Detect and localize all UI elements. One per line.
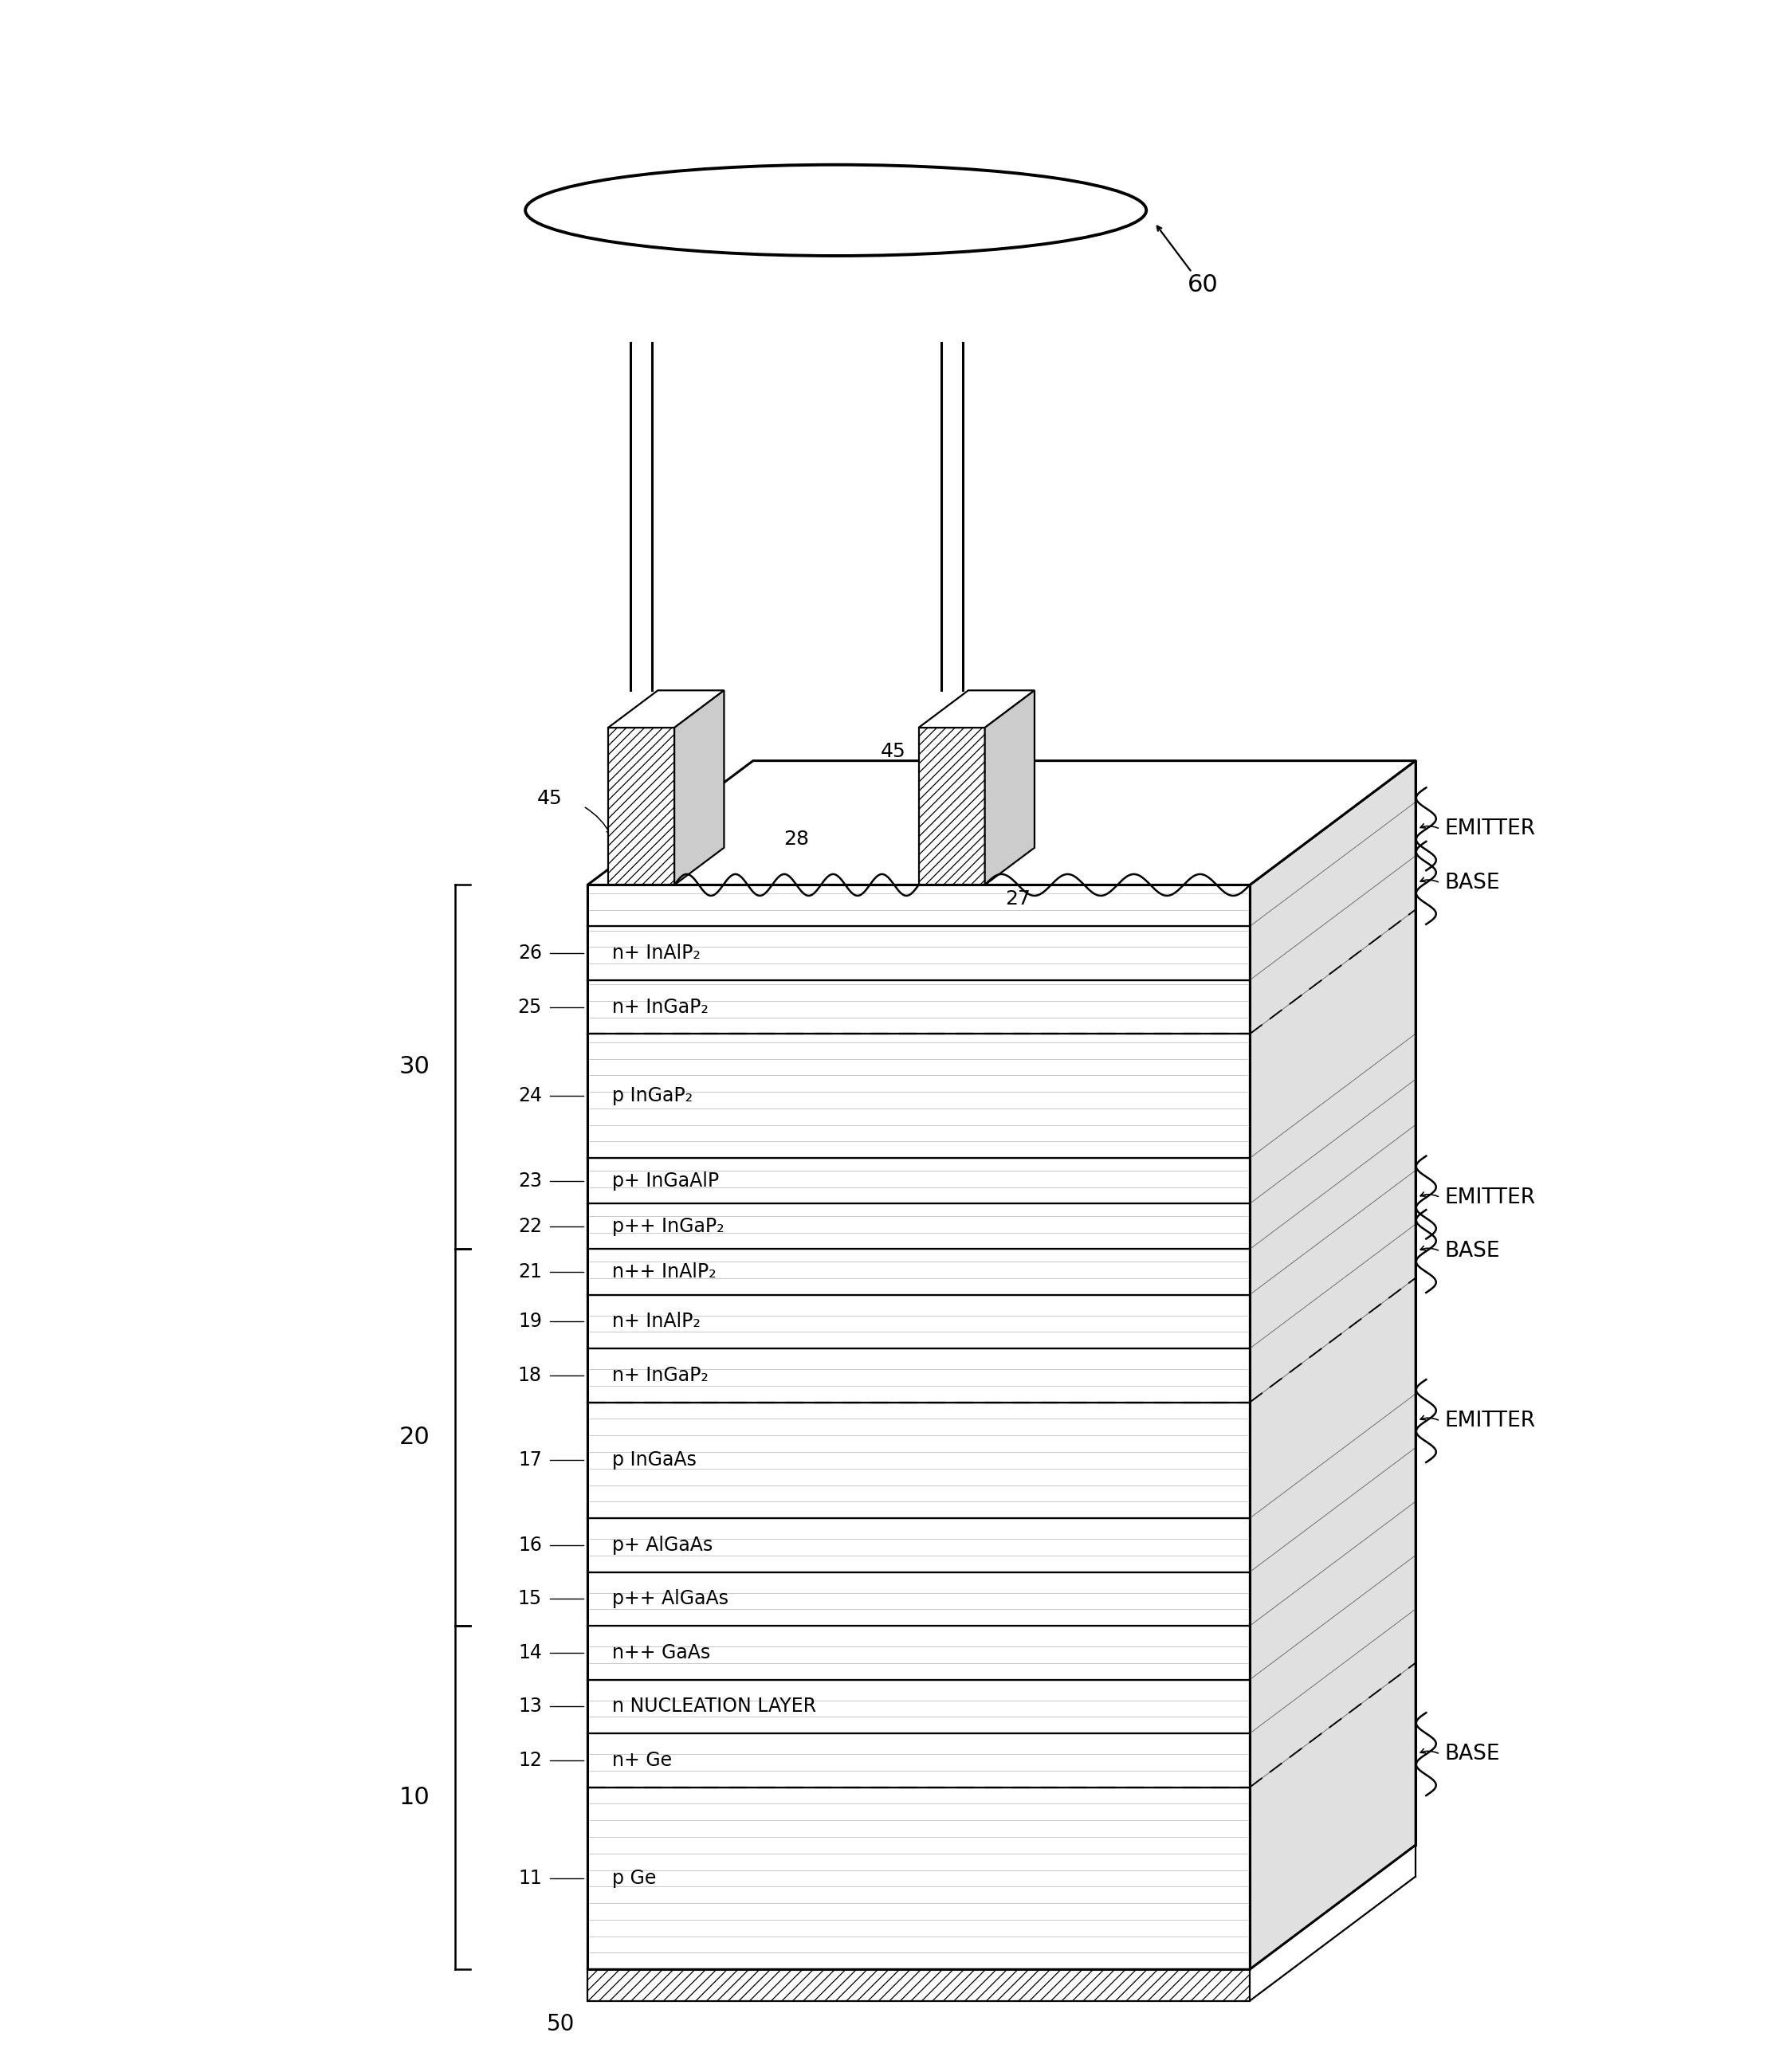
Text: EMITTER: EMITTER <box>1445 1187 1535 1208</box>
Bar <box>588 1349 1250 1403</box>
Bar <box>588 1734 1250 1788</box>
Text: n++ InAlP₂: n++ InAlP₂ <box>613 1262 717 1280</box>
Text: 11: 11 <box>519 1869 542 1888</box>
Polygon shape <box>1250 760 1415 1968</box>
Bar <box>588 1295 1250 1349</box>
Bar <box>588 1204 1250 1249</box>
Text: n++ GaAs: n++ GaAs <box>613 1643 710 1662</box>
Bar <box>588 926 1250 980</box>
Text: 20: 20 <box>398 1426 430 1448</box>
Text: 45: 45 <box>537 789 563 808</box>
Text: n+ InAlP₂: n+ InAlP₂ <box>613 943 701 963</box>
Text: n+ Ge: n+ Ge <box>613 1751 673 1769</box>
Text: BASE: BASE <box>1445 1745 1500 1765</box>
Text: 60: 60 <box>1188 274 1218 296</box>
Polygon shape <box>675 690 724 885</box>
Text: 14: 14 <box>519 1643 542 1662</box>
Text: p++ AlGaAs: p++ AlGaAs <box>613 1589 728 1608</box>
Text: n+ InGaP₂: n+ InGaP₂ <box>613 997 708 1017</box>
Bar <box>588 1034 1250 1158</box>
Text: 45: 45 <box>880 742 907 760</box>
Polygon shape <box>919 690 1034 727</box>
Text: 24: 24 <box>517 1086 542 1106</box>
Bar <box>588 1680 1250 1734</box>
Text: p+ InGaAlP: p+ InGaAlP <box>613 1171 719 1191</box>
Text: 27: 27 <box>1006 889 1031 908</box>
Text: 23: 23 <box>517 1171 542 1191</box>
Text: p InGaP₂: p InGaP₂ <box>613 1086 692 1106</box>
Ellipse shape <box>526 166 1146 255</box>
Polygon shape <box>607 727 675 885</box>
Text: 50: 50 <box>547 2014 576 2035</box>
Text: 28: 28 <box>785 829 809 850</box>
Text: 10: 10 <box>398 1786 430 1809</box>
Text: p++ InGaP₂: p++ InGaP₂ <box>613 1216 724 1237</box>
Text: n+ InGaP₂: n+ InGaP₂ <box>613 1365 708 1384</box>
Text: BASE: BASE <box>1445 872 1500 893</box>
Bar <box>588 1573 1250 1627</box>
Text: 18: 18 <box>517 1365 542 1384</box>
Bar <box>588 1968 1250 2002</box>
Text: EMITTER: EMITTER <box>1445 1411 1535 1432</box>
Text: 30: 30 <box>398 1055 430 1080</box>
Text: p Ge: p Ge <box>613 1869 657 1888</box>
Text: n NUCLEATION LAYER: n NUCLEATION LAYER <box>613 1697 816 1716</box>
Text: p InGaAs: p InGaAs <box>613 1450 696 1469</box>
Polygon shape <box>919 727 985 885</box>
Bar <box>588 1403 1250 1519</box>
Polygon shape <box>588 760 1415 885</box>
Text: 25: 25 <box>517 997 542 1017</box>
Text: n+ InAlP₂: n+ InAlP₂ <box>613 1312 701 1330</box>
Text: p+ AlGaAs: p+ AlGaAs <box>613 1535 714 1554</box>
Polygon shape <box>985 690 1034 885</box>
Text: BASE: BASE <box>1445 1241 1500 1262</box>
Text: 12: 12 <box>519 1751 542 1769</box>
Text: 13: 13 <box>519 1697 542 1716</box>
Text: 16: 16 <box>519 1535 542 1554</box>
Bar <box>588 1627 1250 1680</box>
Text: 22: 22 <box>517 1216 542 1237</box>
Bar <box>588 1158 1250 1204</box>
Text: 17: 17 <box>519 1450 542 1469</box>
Text: 26: 26 <box>517 943 542 963</box>
Text: 21: 21 <box>519 1262 542 1280</box>
Bar <box>588 1788 1250 1968</box>
Text: 19: 19 <box>519 1312 542 1330</box>
Text: EMITTER: EMITTER <box>1445 818 1535 839</box>
Bar <box>588 885 1250 926</box>
Polygon shape <box>607 690 724 727</box>
Bar <box>588 980 1250 1034</box>
Bar <box>588 1249 1250 1295</box>
Text: 15: 15 <box>517 1589 542 1608</box>
Bar <box>588 1519 1250 1573</box>
